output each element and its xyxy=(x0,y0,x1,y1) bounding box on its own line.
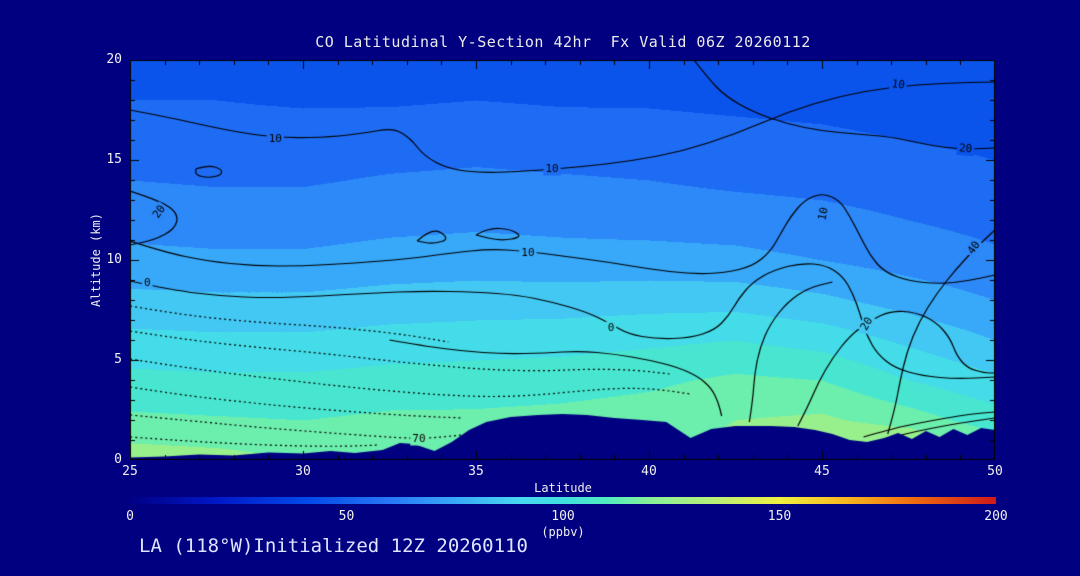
x-tick-label: 35 xyxy=(468,464,484,479)
colorbar-units-label: (ppbv) xyxy=(541,525,585,539)
colorbar-tick-label: 0 xyxy=(126,509,134,524)
colorbar-tick-label: 200 xyxy=(984,509,1008,524)
colorbar-tick-label: 50 xyxy=(338,509,355,524)
x-tick-label: 30 xyxy=(295,464,311,479)
y-axis-label: Altitude (km) xyxy=(89,213,103,307)
run-info-annotation: LA (118°W)Initialized 12Z 20260110 xyxy=(139,535,528,557)
colorbar-tick-label: 100 xyxy=(551,509,575,524)
y-tick-label: 0 xyxy=(114,452,122,467)
colorbar-tick-label: 150 xyxy=(767,509,792,524)
plot-canvas xyxy=(130,60,995,460)
x-axis-label: Latitude xyxy=(534,481,592,495)
y-tick-label: 5 xyxy=(114,352,122,367)
x-tick-label: 50 xyxy=(987,464,1003,479)
chart-title: CO Latitudinal Y-Section 42hr Fx Valid 0… xyxy=(315,33,811,51)
y-tick-label: 20 xyxy=(106,52,122,67)
y-tick-label: 15 xyxy=(106,152,122,167)
x-tick-label: 45 xyxy=(814,464,830,479)
x-tick-label: 40 xyxy=(641,464,657,479)
x-tick-label: 25 xyxy=(122,464,138,479)
colorbar xyxy=(130,497,996,504)
y-tick-label: 10 xyxy=(106,252,122,267)
